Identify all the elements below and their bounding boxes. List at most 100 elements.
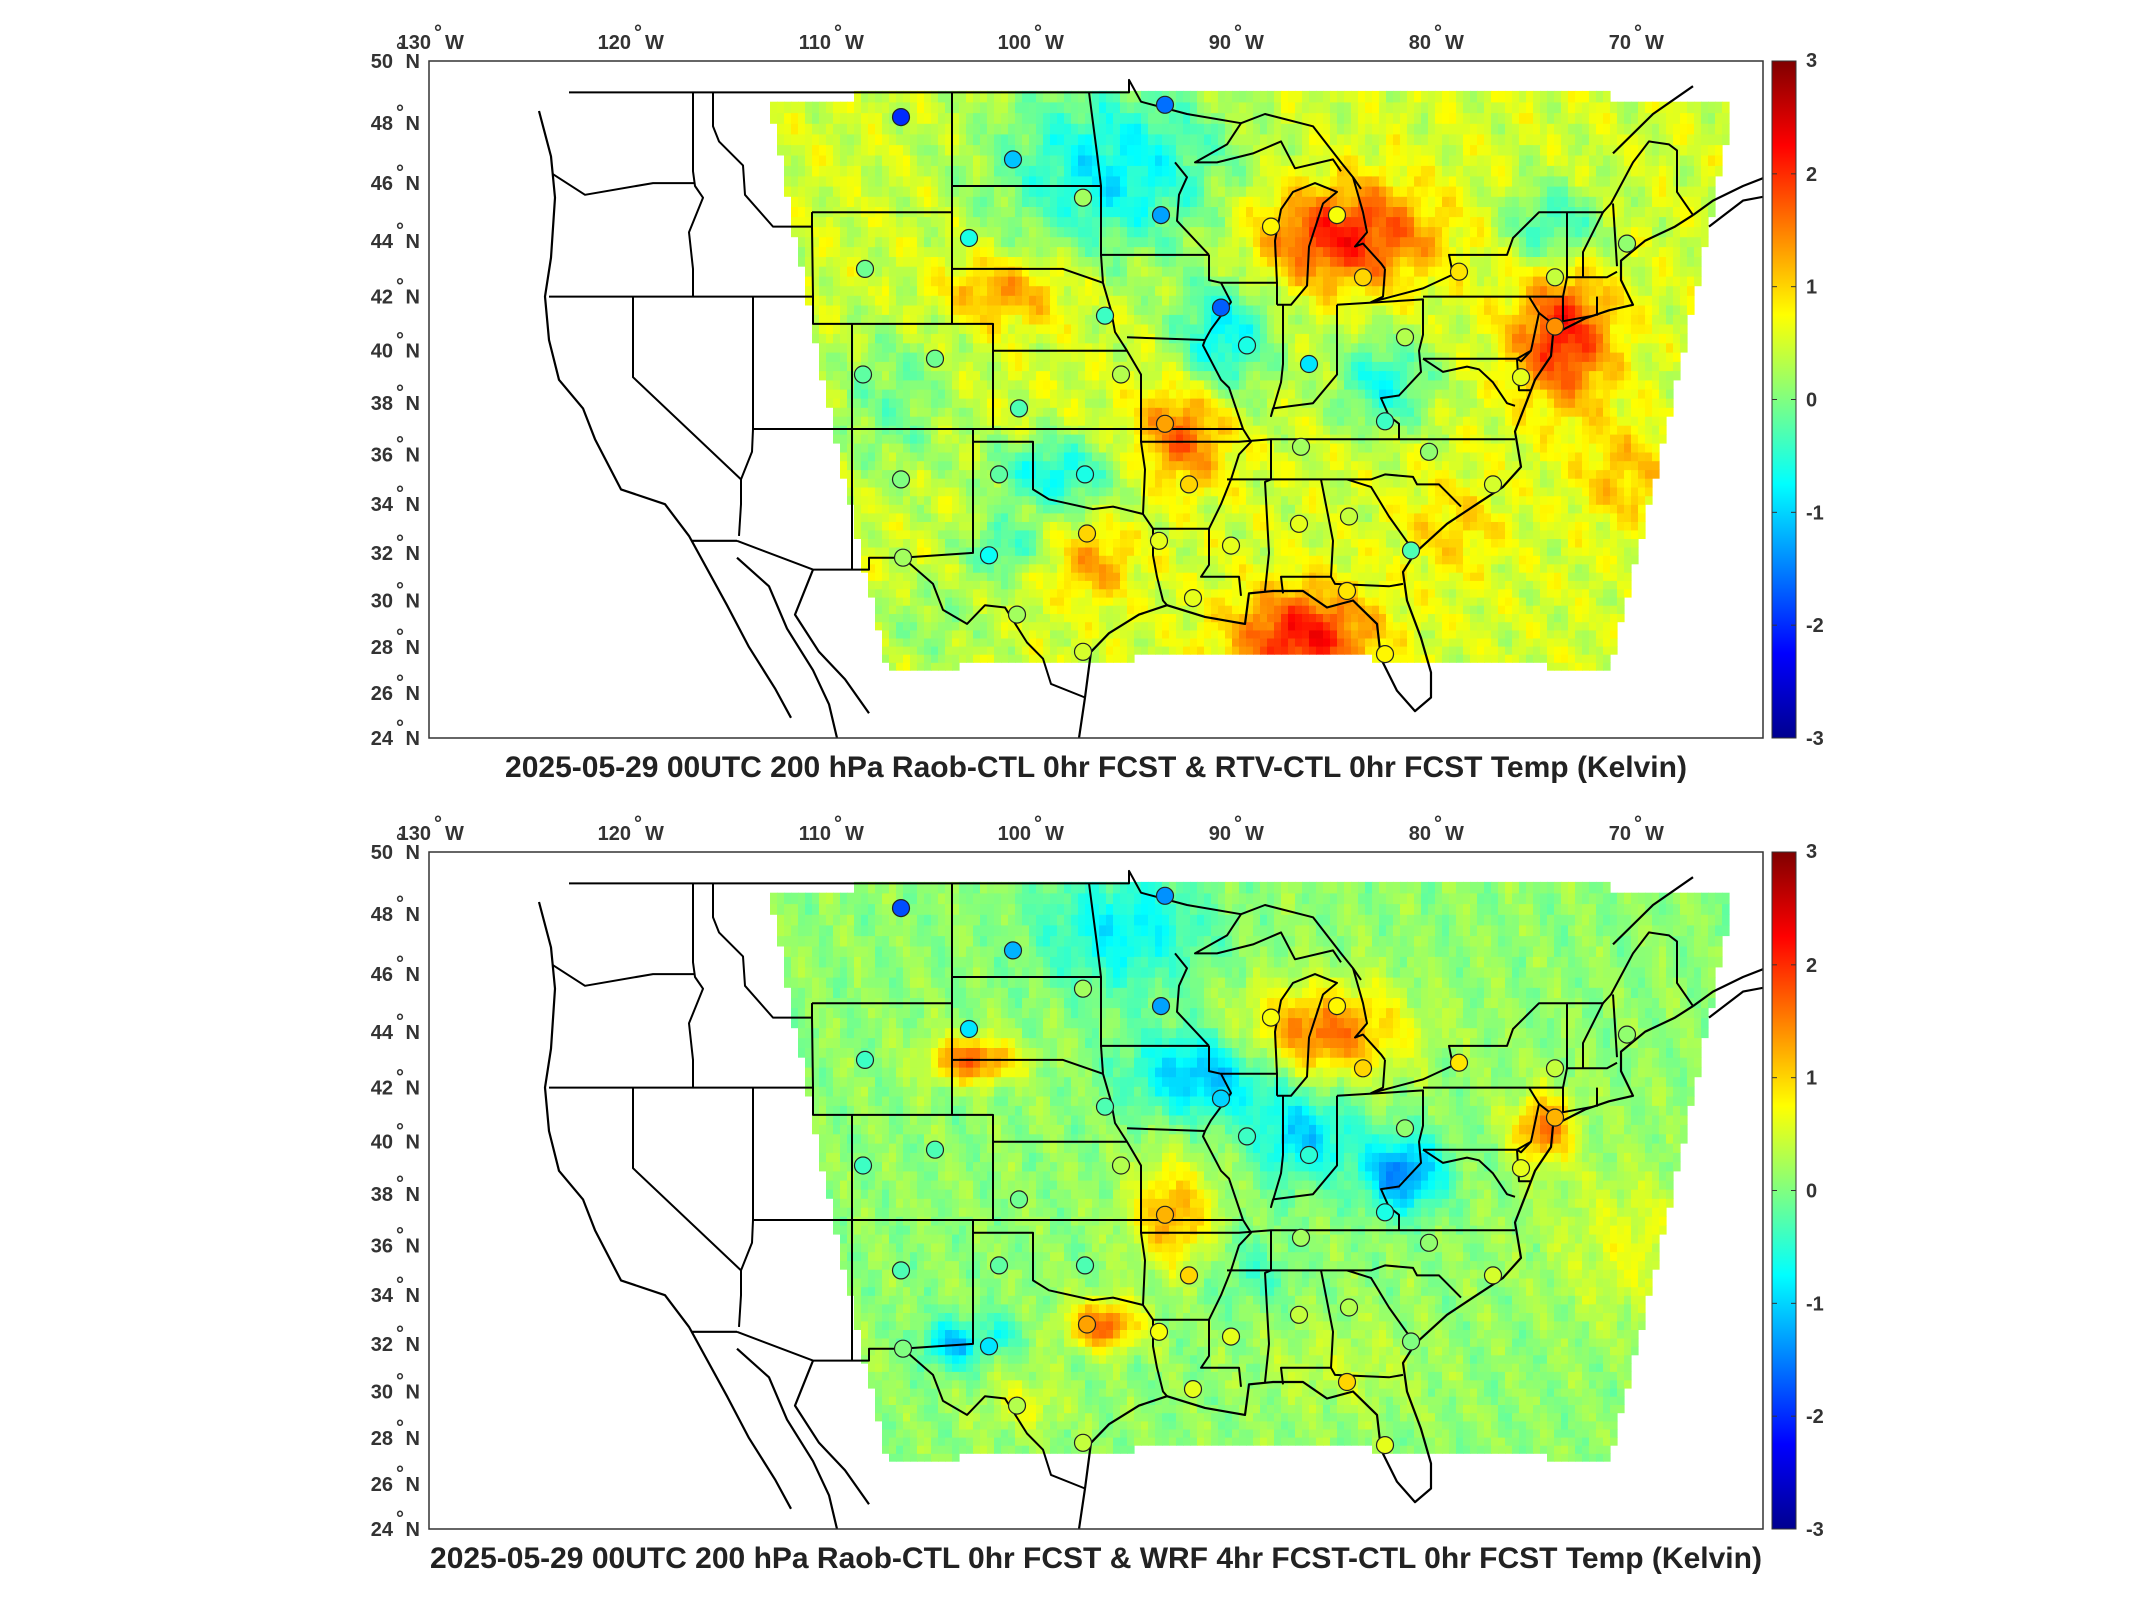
raob-station-marker [1545, 1108, 1565, 1127]
lat-label: 28 [371, 1428, 393, 1450]
lat-labels-2: 50 ° N48 ° N46 ° N44 ° N42 ° N40 ° N38 ° N36 ° N34 ° N32 ° N… [371, 831, 420, 1541]
colorbar-tick-label: 0 [1806, 390, 1817, 412]
raob-station-marker [1179, 1266, 1199, 1285]
raob-station-marker [1401, 1332, 1421, 1351]
colorbar-tick-label: 3 [1806, 50, 1817, 72]
lat-label-suffix: N [406, 543, 420, 565]
colorbar-tick-label: -1 [1806, 1293, 1824, 1315]
lat-label-suffix: N [406, 1381, 420, 1403]
lat-label: 32 [371, 543, 393, 565]
raob-station-marker [1007, 1396, 1027, 1415]
outline-2-37 [1204, 1045, 1232, 1132]
lat-label-suffix: N [406, 1519, 420, 1541]
outline-2-6 [1708, 986, 1763, 1019]
raob-station-marker [1073, 979, 1093, 998]
outline-1-29 [902, 556, 1086, 699]
lat-labels-1: 50 ° N48°N46 ° N44 ° N42 ° N40 ° N38 ° N36 ° N34 ° N32 ° N… [371, 40, 420, 750]
raob-station-marker [1009, 399, 1029, 418]
outline-1-37 [1204, 254, 1232, 341]
lon-label: 110 [799, 32, 831, 54]
raob-station-marker [1237, 336, 1257, 355]
outline-1-6 [1708, 195, 1763, 228]
raob-station-marker [1339, 507, 1359, 526]
raob-stations-2 [853, 886, 1637, 1455]
outline-2-36 [1100, 1045, 1104, 1074]
outline-2-14 [1194, 913, 1342, 963]
lat-label: 30 [371, 590, 393, 612]
outline-2-12 [1274, 973, 1338, 1097]
raob-station-marker [1261, 1008, 1281, 1027]
raob-station-marker [1375, 412, 1395, 431]
lat-label-suffix: N [406, 51, 420, 73]
lat-label: 48 [371, 904, 393, 926]
lat-label: 42 [371, 287, 393, 309]
raob-station-marker [1007, 605, 1027, 624]
raob-station-marker [1337, 1372, 1357, 1392]
raob-station-marker [1419, 1233, 1439, 1252]
panel-2: 130 ° W 120 ° W 110 ° W 100 ° W 90 ° W 80 ° W 70 ° W 50 ° N48 °… [371, 813, 1824, 1575]
degree-mark: ° [396, 483, 404, 505]
outline-2-43 [1270, 1095, 1338, 1209]
lon-label-suffix: W [845, 32, 864, 54]
degree-mark: ° [634, 22, 642, 44]
outline-2-51 [1346, 1269, 1416, 1345]
lon-label-suffix: W [645, 32, 664, 54]
degree-mark: ° [434, 813, 442, 835]
degree-mark: ° [396, 717, 404, 739]
outline-1-38 [1126, 336, 1252, 596]
degree-mark: ° [1434, 813, 1442, 835]
outline-2-19 [740, 1087, 754, 1271]
lat-label-suffix: N [406, 173, 420, 195]
lat-label: 38 [371, 393, 393, 415]
raob-station-marker [1299, 1145, 1319, 1165]
raob-station-marker [891, 470, 911, 489]
lon-labels-1: 130 ° W 120 ° W 110 ° W 100 ° W 90 ° W 80 ° W 70 ° W [398, 22, 1664, 54]
lat-label: 36 [371, 1235, 393, 1257]
raob-station-marker [893, 1339, 913, 1358]
outline-1-58 [1516, 350, 1532, 392]
panel-title-2: 2025-05-29 00UTC 200 hPa Raob-CTL 0hr FC… [430, 1542, 1762, 1575]
lon-label-suffix: W [1445, 823, 1464, 845]
lon-label-suffix: W [1645, 32, 1664, 54]
outline-2-41 [1174, 952, 1210, 1047]
outline-2-46 [1422, 1148, 1516, 1198]
lon-label: 100 [998, 823, 1031, 845]
raob-station-marker [1545, 317, 1565, 336]
raob-station-marker [1395, 1119, 1415, 1138]
lon-label-suffix: W [1445, 32, 1464, 54]
lat-label-suffix: N [406, 637, 420, 659]
outline-2-34 [1088, 883, 1102, 978]
outline-1-51 [1346, 478, 1416, 554]
raob-station-marker [1183, 1379, 1203, 1399]
lat-label: 24 [371, 1519, 394, 1541]
raob-station-marker [1261, 217, 1281, 236]
degree-mark: ° [396, 1224, 404, 1246]
outline-2-7 [1612, 876, 1694, 946]
raob-station-marker [891, 898, 911, 918]
lat-label-suffix: N [406, 1132, 420, 1154]
temperature-field-1 [770, 90, 1730, 671]
raob-station-marker [989, 1256, 1009, 1275]
outline-1-44 [1336, 298, 1424, 440]
lat-label: 50 [371, 842, 393, 864]
degree-mark: ° [396, 1011, 404, 1033]
outline-1-52 [1529, 295, 1594, 323]
colorbar-tick-label: 2 [1806, 164, 1817, 186]
degree-mark: ° [1434, 22, 1442, 44]
lat-label: 26 [371, 683, 393, 705]
raob-station-marker [893, 548, 913, 567]
outline-2-11 [1370, 931, 1694, 1095]
raob-station-marker [891, 107, 911, 127]
degree-mark: ° [396, 40, 404, 62]
lon-label-suffix: W [645, 823, 664, 845]
outline-2-0 [537, 901, 792, 1510]
raob-stations-1 [853, 95, 1637, 664]
degree-mark: ° [396, 330, 404, 352]
raob-station-marker [1075, 465, 1095, 484]
degree-mark: ° [396, 1370, 404, 1392]
outline-1-11 [1370, 140, 1694, 304]
raob-station-marker [1221, 536, 1241, 555]
lat-label-suffix: N [406, 1184, 420, 1206]
raob-station-marker [1155, 414, 1175, 433]
